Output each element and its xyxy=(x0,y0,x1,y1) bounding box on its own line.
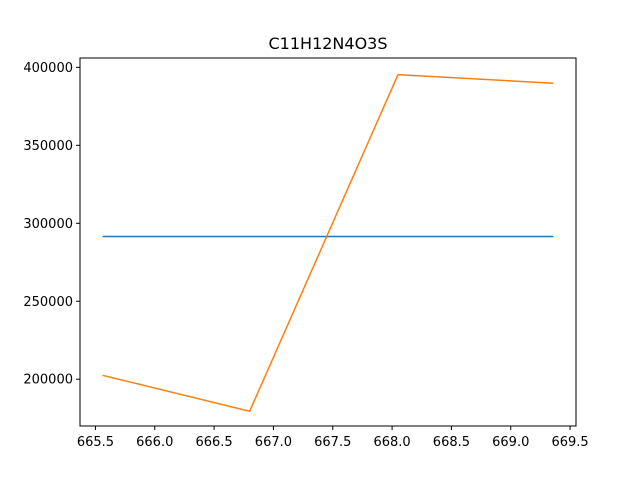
x-tick-label: 667.0 xyxy=(255,435,292,450)
x-axis: 665.5 666.0 666.5 667.0 667.5 668.0 668.5 669.0… xyxy=(77,426,589,450)
y-axis: 200000 250000 300000 350000 400000 xyxy=(23,61,80,388)
series-layer xyxy=(102,73,554,413)
chart-title: C11H12N4O3S xyxy=(269,34,388,53)
x-tick-label: 668.5 xyxy=(433,435,470,450)
x-tick-label: 669.5 xyxy=(551,435,588,450)
y-tick-label: 400000 xyxy=(23,61,73,76)
y-tick-label: 250000 xyxy=(23,295,73,310)
y-tick-label: 300000 xyxy=(23,217,73,232)
x-tick-label: 667.5 xyxy=(314,435,351,450)
y-tick-label: 350000 xyxy=(23,139,73,154)
x-tick-label: 669.0 xyxy=(492,435,529,450)
x-tick-label: 666.5 xyxy=(195,435,232,450)
x-tick-label: 666.0 xyxy=(136,435,173,450)
plot-area-frame xyxy=(79,57,577,427)
y-tick-label: 200000 xyxy=(23,373,73,388)
x-tick-label: 668.0 xyxy=(373,435,410,450)
x-tick-label: 665.5 xyxy=(77,435,114,450)
series-line-2 xyxy=(102,73,554,413)
